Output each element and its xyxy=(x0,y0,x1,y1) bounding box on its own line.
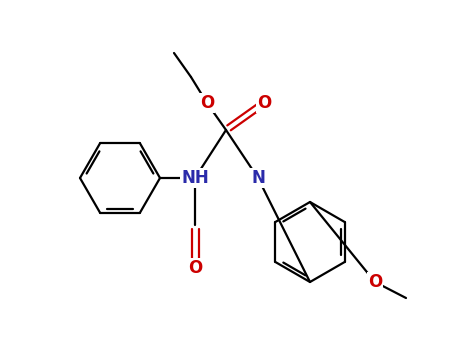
Text: O: O xyxy=(200,94,214,112)
Text: O: O xyxy=(188,259,202,277)
Text: O: O xyxy=(368,273,382,291)
Text: N: N xyxy=(251,169,265,187)
Text: O: O xyxy=(257,94,271,112)
Text: NH: NH xyxy=(181,169,209,187)
